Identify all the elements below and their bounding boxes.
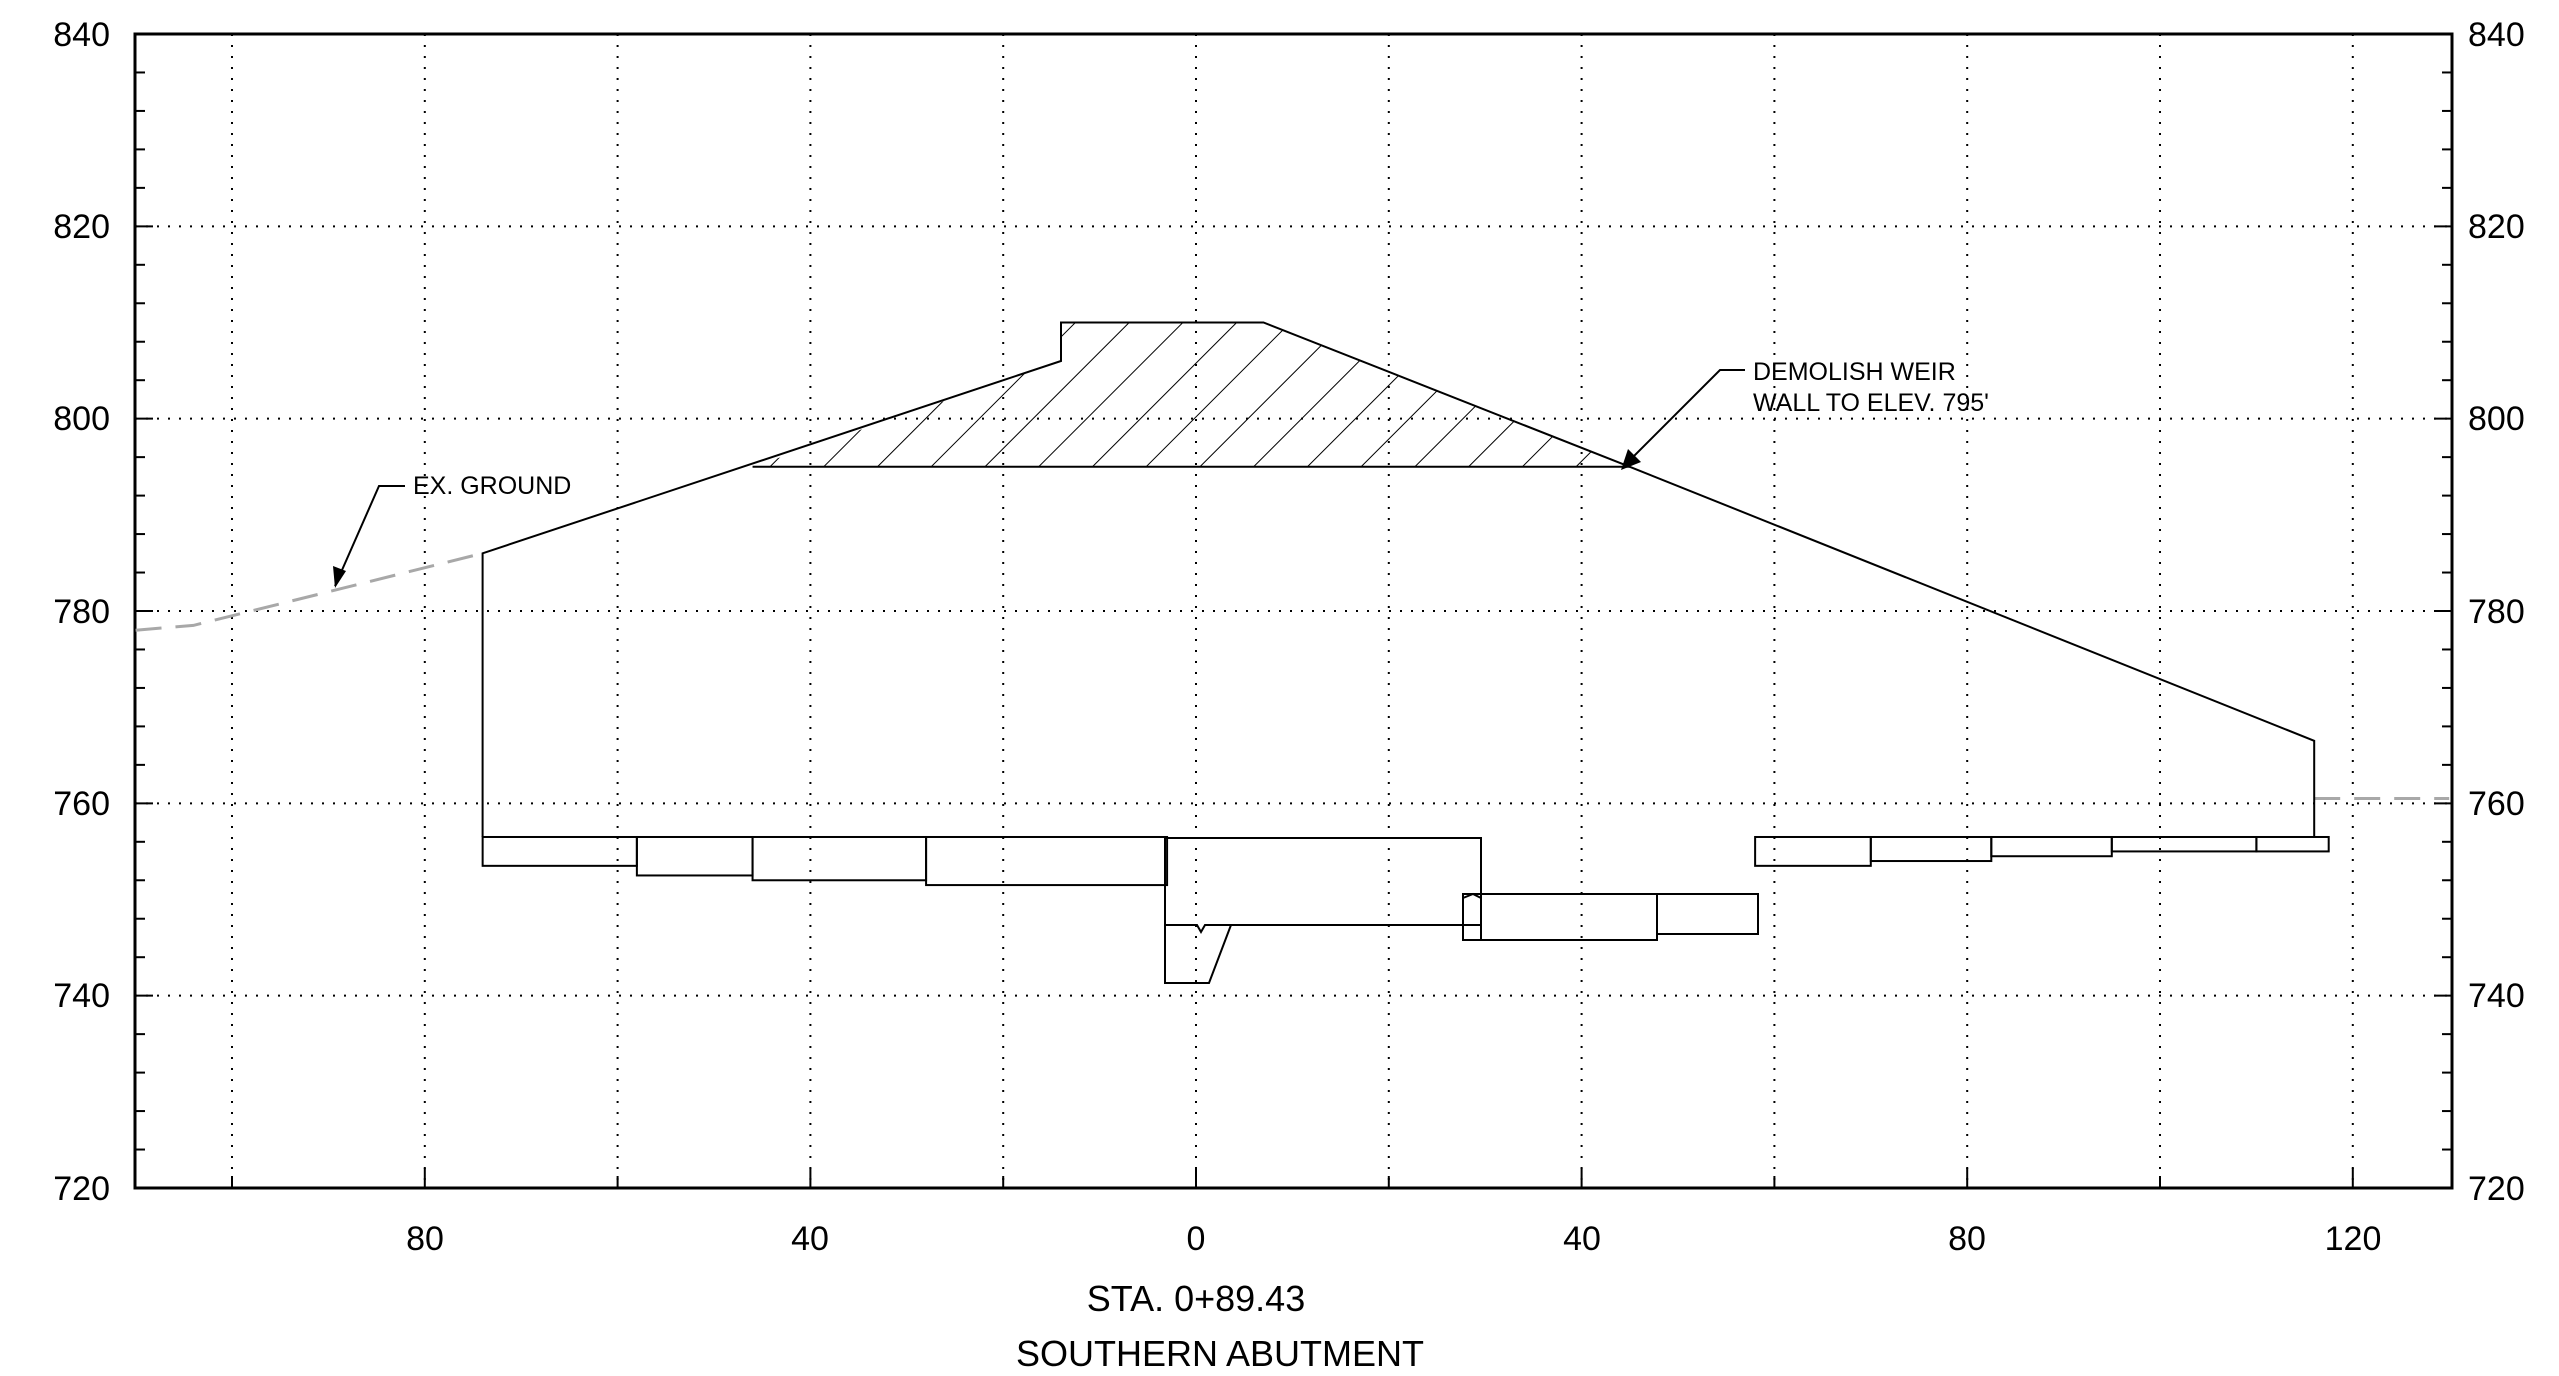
foundation-step — [751, 835, 928, 882]
station-label: STA. 0+89.43 — [1087, 1278, 1305, 1319]
foundation-step — [1754, 835, 1872, 867]
y-tick-label-right: 820 — [2468, 208, 2525, 246]
plot-frame — [133, 32, 2454, 1190]
foundation-step — [2110, 835, 2258, 853]
y-tick-label-right: 740 — [2468, 977, 2525, 1015]
foundation-step — [925, 835, 1169, 887]
y-tick-label-right: 720 — [2468, 1170, 2525, 1208]
y-tick-label-right: 840 — [2468, 16, 2525, 54]
existing-ground-line — [135, 551, 483, 632]
foundation-step — [1990, 835, 2113, 858]
axis-ticks — [135, 33, 2452, 1189]
x-tick-label: 80 — [1948, 1220, 1986, 1258]
y-tick-label-right: 780 — [2468, 593, 2525, 631]
center-right-footing — [1462, 892, 1759, 941]
tick-labels: 840 820 800 780 760 740 720 840 820 800 … — [53, 16, 2524, 1258]
foundation-step — [635, 835, 754, 877]
y-tick-label-left: 840 — [53, 16, 110, 54]
y-tick-label-left: 760 — [53, 785, 110, 823]
x-tick-label: 80 — [406, 1220, 444, 1258]
demolish-label-line1: DEMOLISH WEIR — [1753, 358, 1956, 386]
foundation-step — [1869, 835, 1993, 863]
foundation-step — [2255, 835, 2330, 853]
foundation-footings — [481, 835, 2330, 887]
demolition-hatch-zone — [752, 322, 1630, 467]
y-tick-label-left: 780 — [53, 593, 110, 631]
x-tick-label: 120 — [2325, 1220, 2382, 1258]
y-tick-label-left: 820 — [53, 208, 110, 246]
y-tick-label-right: 800 — [2468, 400, 2525, 438]
weir-wall-profile — [481, 321, 2316, 837]
section-title: SOUTHERN ABUTMENT — [1016, 1333, 1424, 1374]
x-tick-label: 40 — [791, 1220, 829, 1258]
grid — [135, 34, 2452, 1188]
y-tick-label-left: 740 — [53, 977, 110, 1015]
x-tick-label: 40 — [1563, 1220, 1601, 1258]
ex-ground-callout: EX. GROUND — [333, 472, 571, 588]
y-tick-label-left: 800 — [53, 400, 110, 438]
ex-ground-label: EX. GROUND — [413, 472, 571, 500]
y-tick-label-left: 720 — [53, 1170, 110, 1208]
x-tick-label: 0 — [1187, 1220, 1206, 1258]
foundation-step — [481, 835, 638, 867]
demolish-callout: DEMOLISH WEIR WALL TO ELEV. 795' — [1621, 358, 1989, 470]
demolish-label-line2: WALL TO ELEV. 795' — [1753, 389, 1989, 417]
central-footing — [1164, 837, 1482, 984]
y-tick-label-right: 760 — [2468, 785, 2525, 823]
